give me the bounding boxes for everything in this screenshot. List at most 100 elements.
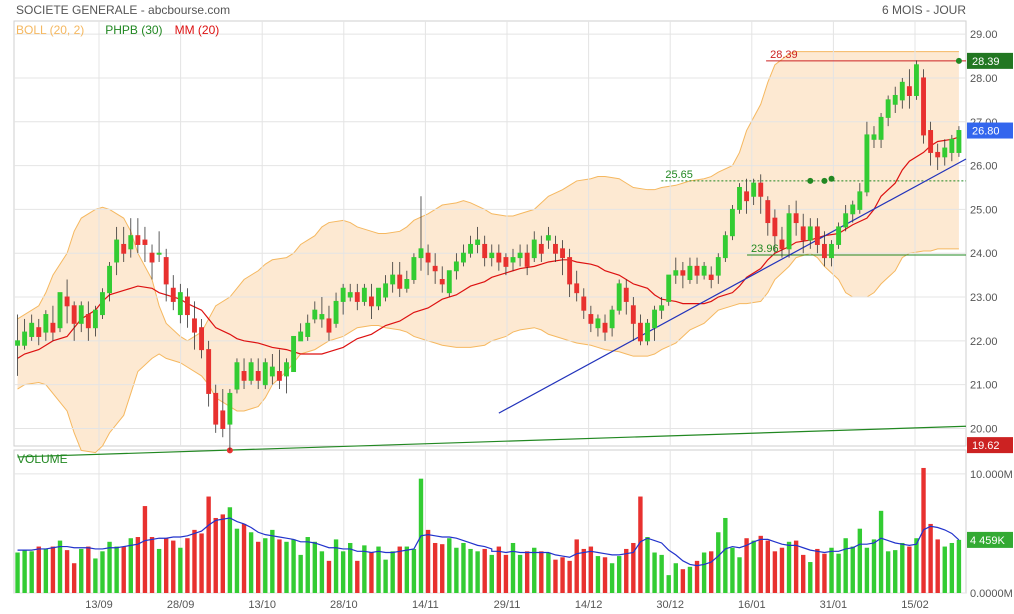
candle <box>36 318 42 346</box>
candle <box>609 305 615 337</box>
volume-bar <box>255 541 261 593</box>
candle-body <box>489 252 495 259</box>
volume-bar <box>263 538 268 593</box>
candle <box>22 318 28 350</box>
candle <box>184 288 190 328</box>
candle-body <box>107 265 113 294</box>
candle <box>368 283 374 319</box>
candle <box>177 283 183 324</box>
volume-bar <box>128 538 133 593</box>
candle-body <box>786 213 792 250</box>
candle-body <box>57 292 63 329</box>
volume-bar <box>680 569 686 593</box>
trendline <box>498 158 967 414</box>
candle-body <box>793 213 799 224</box>
candle-body <box>64 296 70 307</box>
candle-body <box>567 257 573 285</box>
candle <box>284 358 289 394</box>
candle-body <box>85 314 91 329</box>
candle <box>170 275 176 311</box>
candle <box>156 231 162 262</box>
volume-bar <box>326 560 332 593</box>
candle-body <box>170 287 176 302</box>
level-label: 28.39 <box>770 49 798 61</box>
candle <box>928 121 934 166</box>
candle-body <box>163 257 169 285</box>
volume-bar <box>772 551 778 593</box>
candle <box>857 183 863 214</box>
volume-bar <box>935 539 940 593</box>
candle-body <box>857 191 863 210</box>
candle-body <box>765 200 771 224</box>
price-badge-label: 28.39 <box>972 56 1000 68</box>
candle-body <box>829 243 834 259</box>
volume-bar <box>836 553 841 593</box>
volume-bar <box>539 551 544 593</box>
candle <box>701 261 707 280</box>
candle-body <box>411 257 417 281</box>
level-label: 25.65 <box>665 169 693 181</box>
candle <box>404 270 410 293</box>
volume-bar <box>864 547 870 593</box>
volume-bar <box>71 563 77 593</box>
candle <box>361 283 367 306</box>
candle <box>737 183 742 214</box>
candle-body <box>581 296 587 311</box>
candle <box>354 283 360 311</box>
candle <box>765 196 771 236</box>
volume-bar <box>546 552 551 593</box>
volume-bar <box>248 532 254 593</box>
candle-body <box>184 296 190 316</box>
candle <box>666 274 672 306</box>
candle-body <box>510 257 516 263</box>
candle <box>680 261 686 289</box>
candle <box>149 244 155 280</box>
candle <box>758 174 764 214</box>
candle <box>128 218 134 258</box>
volume-bar <box>645 537 650 593</box>
candle-body <box>687 265 693 281</box>
period-label[interactable]: 6 MOIS - JOUR <box>881 3 966 17</box>
volume-bar <box>560 557 565 593</box>
x-tick-label: 14/11 <box>412 599 439 611</box>
candle <box>418 196 424 271</box>
candle-body <box>814 226 820 245</box>
candle <box>553 235 558 262</box>
volume-bar <box>496 546 502 593</box>
price-badge-bg <box>967 52 1013 69</box>
volume-bar <box>801 554 806 593</box>
volume-bar <box>447 538 452 593</box>
candle <box>602 314 608 341</box>
candle-body <box>906 86 912 96</box>
candle <box>744 178 750 214</box>
candle <box>107 261 113 302</box>
candle <box>906 69 912 109</box>
candle-body <box>914 64 919 96</box>
candle <box>347 283 353 302</box>
candle <box>545 226 551 249</box>
volume-bar <box>893 550 898 593</box>
volume-bar <box>510 542 516 593</box>
volume-bar <box>701 552 707 593</box>
volume-bar <box>567 560 572 593</box>
volume-bar <box>213 517 218 593</box>
volume-bar <box>355 560 360 593</box>
candle-body <box>29 322 35 337</box>
candle <box>652 305 658 341</box>
volume-bar <box>808 562 813 593</box>
volume-bar <box>43 548 49 593</box>
candle-body <box>772 217 778 237</box>
candle-body <box>715 257 721 276</box>
candle <box>722 231 728 262</box>
candle-body <box>128 235 134 250</box>
candle-body <box>928 130 934 153</box>
candle-body <box>864 134 870 193</box>
candle-body <box>312 309 318 320</box>
volume-bar <box>659 554 664 593</box>
candle <box>630 297 636 341</box>
volume-bar <box>411 548 417 593</box>
volume-bar <box>638 496 643 593</box>
candle <box>43 310 49 341</box>
volume-bar <box>121 546 126 593</box>
level-label: 23.96 <box>751 243 779 255</box>
